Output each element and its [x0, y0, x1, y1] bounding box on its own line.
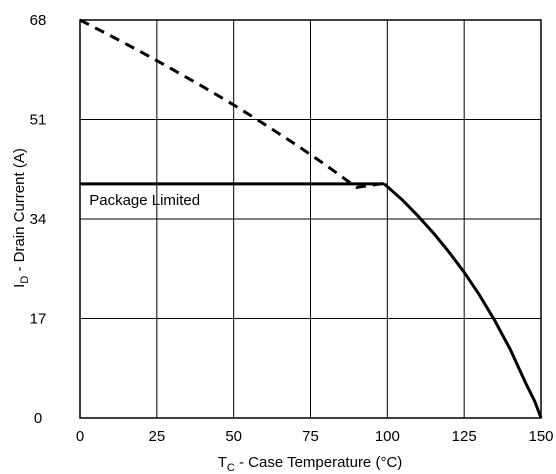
x-axis-label: TC - Case Temperature (°C): [218, 454, 403, 474]
y-tick-labels: 0 17 34 51 68: [30, 12, 47, 427]
x-tick-label-6: 150: [528, 428, 553, 445]
series-line-1: [383, 182, 543, 419]
x-axis-label-main: T: [218, 454, 227, 471]
x-tick-labels: 0 25 50 75 100 125 150: [76, 428, 554, 445]
y-axis-label-subscript: D: [19, 276, 31, 284]
series-layer: [79, 18, 543, 419]
x-tick-label-4: 100: [375, 428, 400, 445]
x-tick-label-0: 0: [76, 428, 84, 445]
plot-frame: [79, 19, 542, 419]
y-tick-label-0: 0: [34, 410, 42, 427]
x-tick-label-1: 25: [148, 428, 165, 445]
grid-lines: [79, 19, 542, 419]
y-axis-label-main: I: [11, 284, 28, 288]
y-axis-label-rest: - Drain Current (A): [11, 148, 28, 276]
annotations: Package Limited: [89, 192, 200, 209]
y-tick-label-3: 51: [30, 112, 47, 129]
x-tick-label-2: 50: [225, 428, 242, 445]
y-axis-label: ID - Drain Current (A): [11, 148, 31, 288]
y-tick-label-2: 34: [30, 211, 47, 228]
y-tick-label-4: 68: [30, 12, 47, 29]
y-tick-label-1: 17: [30, 311, 47, 328]
x-tick-label-3: 75: [302, 428, 319, 445]
annotation-package-limited: Package Limited: [89, 192, 200, 209]
series-line-0: [79, 18, 385, 189]
x-tick-label-5: 125: [452, 428, 477, 445]
x-axis-label-subscript: C: [227, 462, 235, 474]
x-axis-label-rest: - Case Temperature (°C): [235, 454, 402, 471]
